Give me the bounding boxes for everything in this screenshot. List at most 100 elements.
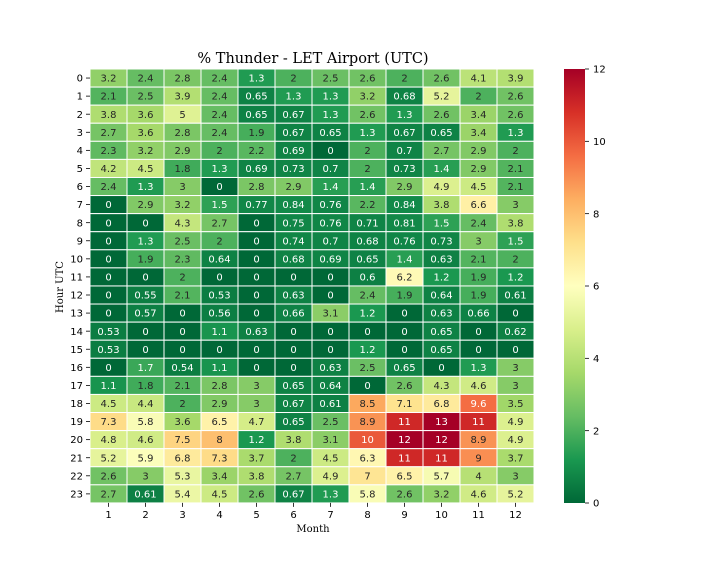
cell-value-label: 1.2	[434, 273, 450, 284]
x-tick-label: 7	[327, 510, 333, 521]
cell-value-label: 6.5	[212, 417, 228, 428]
cell-value-label: 1.4	[397, 254, 413, 265]
cell-value-label: 0	[142, 273, 148, 284]
cell-value-label: 0	[290, 363, 296, 374]
cell-value-label: 2.9	[471, 146, 487, 157]
cell-value-label: 7.3	[101, 417, 117, 428]
cell-value-label: 0.73	[430, 236, 452, 247]
cell-value-label: 0.53	[97, 345, 119, 356]
cell-value-label: 0.81	[393, 218, 415, 229]
cell-value-label: 0	[290, 273, 296, 284]
cell-value-label: 0	[253, 218, 259, 229]
cell-value-label: 1.4	[360, 182, 376, 193]
y-tick-label: 18	[70, 399, 83, 410]
cell-value-label: 2.1	[508, 182, 524, 193]
x-tick-label: 10	[435, 510, 448, 521]
cell-value-label: 1.9	[471, 273, 487, 284]
y-tick-label: 7	[77, 200, 83, 211]
cell-value-label: 0.65	[393, 363, 415, 374]
cell-value-label: 1.3	[138, 236, 154, 247]
cell-value-label: 0.64	[319, 381, 341, 392]
cell-value-label: 1.5	[434, 218, 450, 229]
cell-value-label: 0	[512, 309, 518, 320]
cell-value-label: 3	[142, 471, 148, 482]
cell-value-label: 0.64	[430, 291, 452, 302]
cell-value-label: 4.5	[138, 164, 154, 175]
cell-value-label: 1.3	[323, 489, 339, 500]
y-tick-label: 3	[77, 128, 83, 139]
cell-value-label: 0.63	[282, 291, 304, 302]
cell-value-label: 0	[105, 363, 111, 374]
cell-value-label: 4.9	[508, 417, 524, 428]
x-tick-label: 4	[216, 510, 222, 521]
cell-value-label: 2.7	[101, 489, 117, 500]
cell-value-label: 5.2	[508, 489, 524, 500]
y-tick-label: 1	[77, 92, 83, 103]
cell-value-label: 3.8	[249, 471, 265, 482]
cell-value-label: 2.6	[397, 381, 413, 392]
cell-value-label: 4.6	[471, 381, 487, 392]
cell-value-label: 4.9	[434, 182, 450, 193]
y-tick-label: 14	[70, 327, 83, 338]
y-tick-label: 20	[70, 435, 83, 446]
y-tick-label: 19	[70, 417, 83, 428]
cell-value-label: 5.3	[175, 471, 191, 482]
cell-value-label: 2.9	[471, 164, 487, 175]
cell-value-label: 3.9	[175, 92, 191, 103]
cell-value-label: 3.8	[286, 435, 302, 446]
cell-value-label: 4.7	[249, 417, 265, 428]
cell-value-label: 1.3	[323, 110, 339, 121]
x-tick-label: 5	[253, 510, 259, 521]
cell-value-label: 1.7	[138, 363, 154, 374]
cell-value-label: 0.65	[245, 110, 267, 121]
cell-value-label: 3.5	[508, 399, 524, 410]
cell-value-label: 0.67	[282, 489, 304, 500]
cell-value-label: 0.67	[282, 128, 304, 139]
cell-value-label: 3	[512, 363, 518, 374]
cell-value-label: 0	[216, 345, 222, 356]
cell-value-label: 2.6	[508, 92, 524, 103]
x-tick-label: 2	[142, 510, 148, 521]
cell-value-label: 2	[364, 146, 370, 157]
cell-value-label: 2.4	[101, 182, 117, 193]
cell-value-label: 0.65	[319, 128, 341, 139]
cell-value-label: 0.54	[171, 363, 193, 374]
cell-value-label: 2.5	[360, 363, 376, 374]
cell-value-label: 1.4	[434, 164, 450, 175]
cell-value-label: 6.2	[397, 273, 413, 284]
cell-value-label: 1.1	[212, 327, 228, 338]
cell-value-label: 3	[475, 236, 481, 247]
x-tick-label: 9	[401, 510, 407, 521]
y-tick-label: 11	[70, 273, 83, 284]
x-tick-label: 8	[364, 510, 370, 521]
cell-value-label: 0.68	[282, 254, 304, 265]
cell-value-label: 0	[512, 345, 518, 356]
cell-value-label: 0.61	[504, 291, 526, 302]
cell-value-label: 0.56	[208, 309, 230, 320]
cell-value-label: 0.71	[356, 218, 378, 229]
y-tick-label: 4	[77, 146, 83, 157]
cell-value-label: 2.8	[175, 74, 191, 85]
cell-value-label: 3.6	[175, 417, 191, 428]
cell-value-label: 11	[435, 453, 448, 464]
cell-value-label: 0	[179, 345, 185, 356]
cell-value-label: 0	[179, 309, 185, 320]
cell-value-label: 3	[253, 399, 259, 410]
cell-value-label: 0.63	[430, 254, 452, 265]
cell-value-label: 0.61	[134, 489, 156, 500]
cell-value-label: 0	[290, 345, 296, 356]
cell-value-label: 2.1	[175, 291, 191, 302]
cell-value-label: 6.5	[397, 471, 413, 482]
y-tick-label: 17	[70, 381, 83, 392]
cell-value-label: 3.7	[508, 453, 524, 464]
cell-value-label: 0.6	[360, 273, 376, 284]
y-tick-label: 16	[70, 363, 83, 374]
cell-value-label: 0	[105, 236, 111, 247]
cell-value-label: 3.4	[471, 110, 487, 121]
cell-value-label: 5.2	[434, 92, 450, 103]
cell-value-label: 0.7	[323, 164, 339, 175]
cell-value-label: 0.73	[282, 164, 304, 175]
cell-value-label: 1.2	[360, 309, 376, 320]
cell-value-label: 1.3	[138, 182, 154, 193]
cell-value-label: 6.6	[471, 200, 487, 211]
